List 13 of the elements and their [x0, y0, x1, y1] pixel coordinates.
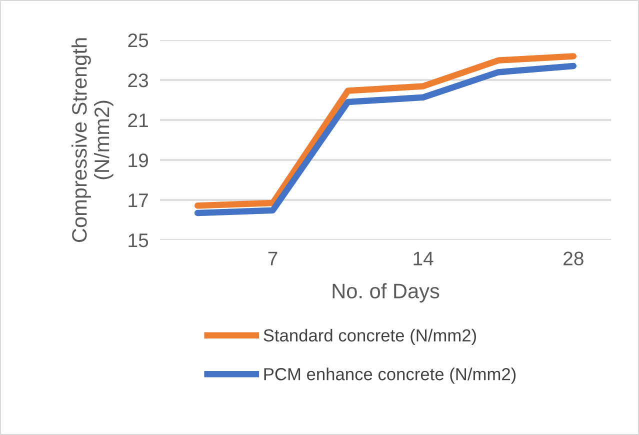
y-tick-label: 15	[128, 234, 148, 248]
y-tick-label: 21	[128, 113, 148, 128]
x-tick-label: 28	[564, 252, 584, 266]
y-tick-label: 17	[128, 194, 148, 208]
x-tick-label: 7	[268, 252, 278, 266]
y-tick-label: 23	[128, 73, 148, 88]
x-axis-title: No. of Days	[332, 283, 440, 303]
legend-label: PCM enhance concrete (N/mm2)	[264, 368, 516, 384]
x-tick-label: 14	[414, 252, 434, 266]
legend-label: Standard concrete (N/mm2)	[264, 328, 476, 345]
y-axis-title: Compressive Strength (N/mm2)	[72, 38, 114, 242]
y-tick-label: 25	[128, 33, 148, 48]
y-tick-label: 19	[128, 153, 148, 168]
